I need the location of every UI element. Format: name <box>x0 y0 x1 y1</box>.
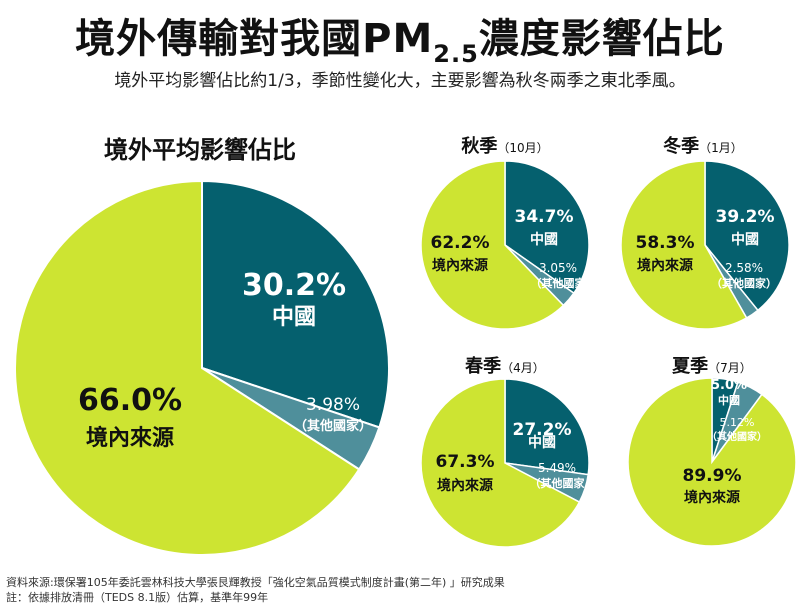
pie-slice-china <box>504 378 590 476</box>
slice-percent-label: 5.49% <box>538 461 576 475</box>
slice-percent-label: 62.2% <box>431 233 490 253</box>
slice-name-label: 境內來源 <box>86 425 174 451</box>
slice-percent-label: 89.9% <box>683 466 742 486</box>
slice-percent-label: 67.3% <box>436 452 495 472</box>
slice-percent-label: 39.2% <box>716 207 775 227</box>
chart-title: 春季（4月） <box>465 355 545 377</box>
chart-season: （1月） <box>699 141 743 155</box>
chart-title: 境外平均影響佔比 <box>104 136 296 164</box>
pie-chart-4: 5.0%中國 5.12%（其他國家） 89.9% 境內來源 夏季（7月） <box>627 356 797 547</box>
pie-slice-domestic <box>627 377 797 547</box>
slice-percent-label: 58.3% <box>636 233 695 253</box>
slice-name-label: 境內來源 <box>432 257 488 274</box>
slice-name-label: 境內來源 <box>684 489 740 506</box>
title-main: 境外傳輸對我國PM <box>75 16 434 62</box>
pie-slice-china <box>704 160 790 312</box>
chart-season: （4月） <box>501 361 545 375</box>
slice-name-label: （其他國家） <box>711 276 777 290</box>
footnote: 註：依據排放清冊（TEDS 8.1版）估算，基準年99年 <box>6 591 269 604</box>
slice-name-label: 中國 <box>718 393 740 407</box>
slice-percent-label: 66.0% <box>78 383 182 418</box>
slice-name-label: 中國 <box>528 434 556 451</box>
slice-percent-label: 3.05% <box>539 261 577 275</box>
pie-chart-0: 30.2%中國 3.98% （其他國家） 66.0% 境內來源 境外平均影響佔比 <box>14 136 390 556</box>
slice-name-label: 境內來源 <box>437 477 493 494</box>
slice-percent-label: 5.12% <box>720 416 755 429</box>
slice-percent-label: 30.2% <box>242 268 346 303</box>
chart-title: 冬季（1月） <box>663 135 743 157</box>
pie-chart-3: 27.2%中國 5.49%（其他國家 67.3% 境內來源 春季（4月） <box>420 355 590 548</box>
page-title: 境外傳輸對我國PM2.5濃度影響佔比 <box>0 6 800 68</box>
pie-slice-domestic <box>420 160 565 330</box>
slice-name-label: （其他國家 <box>530 476 586 490</box>
slice-percent-label: 27.2% <box>513 420 572 440</box>
chart-season: （7月） <box>708 361 752 375</box>
pie-slice-china <box>504 160 590 295</box>
page-subtitle: 境外平均影響佔比約1/3，季節性變化大，主要影響為秋冬兩季之東北季風。 <box>114 71 686 91</box>
title-subscript: 2.5 <box>433 40 479 68</box>
slice-percent-label: 2.58% <box>725 261 763 275</box>
pie-chart-1: 34.7% 中國 3.05%（其他國家 62.2% 境內來源 秋季（10月） <box>420 135 590 330</box>
pie-slice-domestic <box>620 160 748 330</box>
slice-percent-label: 34.7% <box>515 207 574 227</box>
slice-percent-label: 5.0% <box>711 378 747 393</box>
slice-name-label: 中國 <box>272 305 316 330</box>
slice-name-label: 中國 <box>731 231 759 248</box>
chart-title: 秋季（10月） <box>461 135 548 157</box>
source-note: 資料來源:環保署105年委託雲林科技大學張艮輝教授「強化空氣品質模式制度計畫(第… <box>6 576 505 589</box>
slice-name-label: 中國 <box>530 231 558 248</box>
slice-name-label: （其他國家 <box>531 276 587 290</box>
title-tail: 濃度影響佔比 <box>478 16 725 62</box>
chart-title: 夏季（7月） <box>672 356 752 377</box>
pie-slice-domestic <box>14 179 361 556</box>
slice-name-label: （其他國家） <box>707 430 767 443</box>
pie-chart-2: 39.2% 中國 2.58%（其他國家） 58.3% 境內來源 冬季（1月） <box>620 135 790 330</box>
slice-name-label: （其他國家） <box>294 418 372 434</box>
pie-slice-china <box>201 179 390 429</box>
slice-name-label: 境內來源 <box>637 257 693 274</box>
slice-percent-label: 3.98% <box>306 395 360 415</box>
pie-slice-domestic <box>420 378 581 548</box>
chart-season: （10月） <box>497 141 548 155</box>
